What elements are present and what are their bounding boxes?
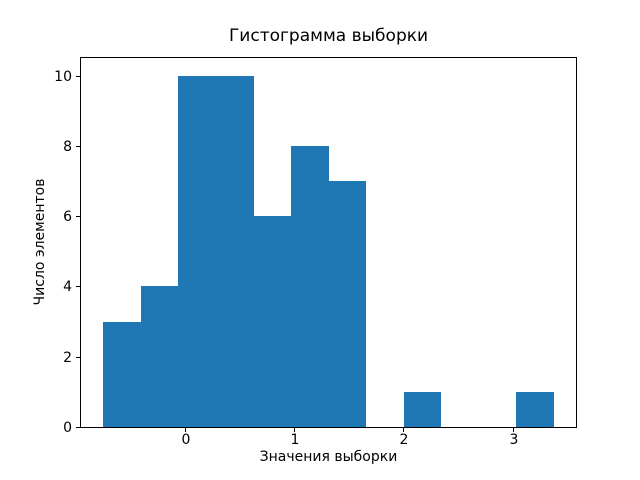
x-tick-mark [403, 428, 404, 432]
y-tick-mark [76, 76, 80, 77]
x-tick-label: 2 [399, 432, 409, 448]
y-tick-mark [76, 427, 80, 428]
y-tick-label: 4 [63, 279, 72, 295]
x-tick-mark [294, 428, 295, 432]
histogram-bar [178, 76, 216, 427]
y-tick-mark [76, 286, 80, 287]
y-tick-mark [76, 216, 80, 217]
y-tick-mark [76, 357, 80, 358]
y-tick-mark [76, 146, 80, 147]
histogram-bar [329, 181, 366, 427]
histogram-bar [103, 322, 141, 427]
y-tick-label: 0 [63, 420, 72, 436]
x-tick-mark [185, 428, 186, 432]
histogram-bar [516, 392, 554, 427]
x-axis-label: Значения выборки [259, 449, 398, 465]
histogram-bar [404, 392, 441, 427]
histogram-bar [254, 216, 291, 427]
x-tick-label: 0 [181, 432, 191, 448]
histogram-bar [141, 286, 178, 427]
y-tick-label: 6 [63, 209, 72, 225]
histogram-bar [291, 146, 329, 427]
y-tick-label: 2 [63, 350, 72, 366]
x-tick-label: 3 [509, 432, 519, 448]
chart-title: Гистограмма выборки [228, 26, 429, 46]
x-tick-mark [513, 428, 514, 432]
x-tick-label: 1 [290, 432, 300, 448]
y-tick-label: 8 [63, 139, 72, 155]
histogram-bar [216, 76, 254, 427]
y-tick-label: 10 [54, 69, 72, 85]
y-axis-label: Число элементов [32, 178, 48, 306]
